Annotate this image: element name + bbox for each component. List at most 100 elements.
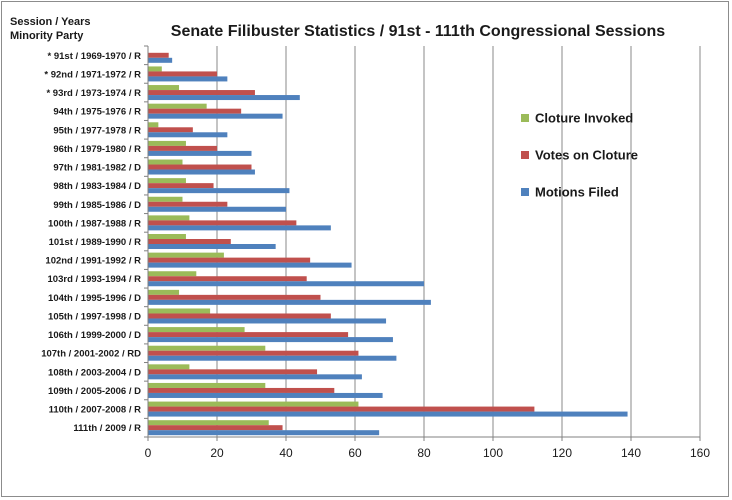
bar-votes-on-cloture-18 bbox=[148, 387, 335, 393]
bar-motions-filed-5 bbox=[148, 150, 252, 156]
bar-motions-filed-8 bbox=[148, 206, 286, 212]
bar-votes-on-cloture-2 bbox=[148, 90, 255, 96]
chart-title: Senate Filibuster Statistics / 91st - 11… bbox=[171, 23, 666, 40]
bar-cloture-invoked-9 bbox=[148, 215, 190, 221]
bar-cloture-invoked-7 bbox=[148, 178, 186, 184]
bar-votes-on-cloture-8 bbox=[148, 201, 228, 207]
bar-motions-filed-14 bbox=[148, 318, 387, 324]
bar-motions-filed-2 bbox=[148, 95, 300, 101]
bar-votes-on-cloture-13 bbox=[148, 294, 321, 300]
bar-cloture-invoked-16 bbox=[148, 345, 266, 351]
bar-motions-filed-6 bbox=[148, 169, 255, 175]
bar-cloture-invoked-3 bbox=[148, 103, 207, 109]
bar-cloture-invoked-20 bbox=[148, 420, 269, 426]
bar-cloture-invoked-13 bbox=[148, 289, 180, 295]
bar-votes-on-cloture-16 bbox=[148, 350, 359, 356]
bar-motions-filed-15 bbox=[148, 337, 393, 343]
y-category-label-20: 111th / 2009 / R bbox=[73, 423, 141, 434]
legend-label-1: Votes on Cloture bbox=[535, 148, 638, 163]
bar-votes-on-cloture-20 bbox=[148, 425, 283, 431]
bar-votes-on-cloture-10 bbox=[148, 239, 231, 244]
legend: Cloture Invoked Votes on Cloture Motions F… bbox=[521, 111, 638, 200]
y-category-labels: * 91st / 1969-1970 / R * 92nd / 1971-1972… bbox=[41, 51, 141, 434]
legend-swatch-0 bbox=[521, 114, 529, 122]
bar-motions-filed-7 bbox=[148, 188, 290, 194]
x-tick-label-80: 80 bbox=[417, 446, 431, 460]
bar-motions-filed-11 bbox=[148, 262, 352, 268]
bar-votes-on-cloture-4 bbox=[148, 127, 193, 133]
y-category-label-15: 106th / 1999-2000 / D bbox=[48, 330, 141, 341]
bar-cloture-invoked-10 bbox=[148, 234, 186, 239]
y-category-label-9: 100th / 1987-1988 / R bbox=[48, 218, 141, 229]
bar-motions-filed-1 bbox=[148, 76, 228, 82]
legend-label-2: Motions Filed bbox=[535, 185, 619, 200]
bar-motions-filed-3 bbox=[148, 113, 283, 119]
bar-cloture-invoked-5 bbox=[148, 140, 186, 146]
bar-votes-on-cloture-9 bbox=[148, 220, 297, 226]
bar-cloture-invoked-6 bbox=[148, 159, 183, 165]
y-category-label-7: 98th / 1983-1984 / D bbox=[53, 181, 141, 192]
y-category-label-8: 99th / 1985-1986 / D bbox=[53, 200, 141, 211]
legend-swatch-1 bbox=[521, 151, 529, 159]
bar-motions-filed-0 bbox=[148, 57, 173, 63]
y-category-label-16: 107th / 2001-2002 / RD bbox=[41, 349, 141, 360]
bar-cloture-invoked-4 bbox=[148, 122, 159, 128]
y-category-label-5: 96th / 1979-1980 / R bbox=[53, 144, 141, 155]
y-category-label-17: 108th / 2003-2004 / D bbox=[48, 367, 141, 378]
legend-swatch-2 bbox=[521, 188, 529, 196]
bar-motions-filed-13 bbox=[148, 299, 431, 305]
y-axis-title: Session / Years Minority Party bbox=[10, 16, 91, 42]
bar-motions-filed-12 bbox=[148, 281, 424, 287]
x-tick-label-100: 100 bbox=[483, 446, 503, 460]
bar-votes-on-cloture-7 bbox=[148, 183, 214, 189]
x-tick-label-20: 20 bbox=[210, 446, 224, 460]
bar-votes-on-cloture-5 bbox=[148, 145, 217, 151]
bar-votes-on-cloture-17 bbox=[148, 369, 318, 375]
bar-cloture-invoked-2 bbox=[148, 85, 180, 91]
bar-cloture-invoked-12 bbox=[148, 271, 197, 277]
x-tick-label-40: 40 bbox=[279, 446, 293, 460]
bar-motions-filed-18 bbox=[148, 392, 383, 398]
bar-cloture-invoked-14 bbox=[148, 308, 211, 314]
y-category-label-2: * 93rd / 1973-1974 / R bbox=[46, 88, 141, 99]
axes-group bbox=[144, 45, 701, 441]
y-category-label-13: 104th / 1995-1996 / D bbox=[48, 293, 141, 304]
y-category-label-19: 110th / 2007-2008 / R bbox=[49, 405, 142, 416]
x-tick-label-120: 120 bbox=[552, 446, 572, 460]
x-tick-label-140: 140 bbox=[621, 446, 641, 460]
x-tick-label-0: 0 bbox=[145, 446, 152, 460]
bar-motions-filed-17 bbox=[148, 374, 362, 380]
y-category-label-11: 102nd / 1991-1992 / R bbox=[45, 256, 141, 267]
bar-votes-on-cloture-1 bbox=[148, 71, 217, 77]
y-category-label-3: 94th / 1975-1976 / R bbox=[53, 107, 141, 118]
bar-motions-filed-4 bbox=[148, 132, 228, 138]
y-category-label-14: 105th / 1997-1998 / D bbox=[48, 311, 141, 322]
bar-votes-on-cloture-3 bbox=[148, 108, 242, 114]
bar-cloture-invoked-11 bbox=[148, 252, 224, 258]
bar-votes-on-cloture-6 bbox=[148, 164, 252, 170]
y-category-label-6: 97th / 1981-1982 / D bbox=[53, 163, 141, 174]
y-category-label-18: 109th / 2005-2006 / D bbox=[48, 386, 141, 397]
bars-group bbox=[148, 52, 628, 436]
bar-motions-filed-20 bbox=[148, 430, 380, 436]
x-tick-label-160: 160 bbox=[690, 446, 710, 460]
bar-cloture-invoked-19 bbox=[148, 401, 359, 407]
bar-votes-on-cloture-19 bbox=[148, 406, 535, 412]
y-category-label-4: 95th / 1977-1978 / R bbox=[53, 125, 141, 136]
bar-motions-filed-10 bbox=[148, 244, 276, 249]
bar-votes-on-cloture-0 bbox=[148, 52, 169, 58]
bar-votes-on-cloture-15 bbox=[148, 332, 349, 338]
bar-cloture-invoked-15 bbox=[148, 327, 245, 333]
y-category-label-12: 103rd / 1993-1994 / R bbox=[48, 274, 142, 285]
bar-motions-filed-16 bbox=[148, 355, 397, 361]
bar-votes-on-cloture-11 bbox=[148, 257, 311, 263]
bar-cloture-invoked-1 bbox=[148, 66, 162, 72]
bar-cloture-invoked-18 bbox=[148, 382, 266, 388]
x-tick-label-60: 60 bbox=[348, 446, 362, 460]
y-category-label-0: * 91st / 1969-1970 / R bbox=[48, 51, 142, 62]
bar-cloture-invoked-8 bbox=[148, 196, 183, 202]
y-category-label-10: 101st / 1989-1990 / R bbox=[49, 237, 142, 248]
bar-votes-on-cloture-14 bbox=[148, 313, 331, 319]
bar-cloture-invoked-17 bbox=[148, 364, 190, 370]
